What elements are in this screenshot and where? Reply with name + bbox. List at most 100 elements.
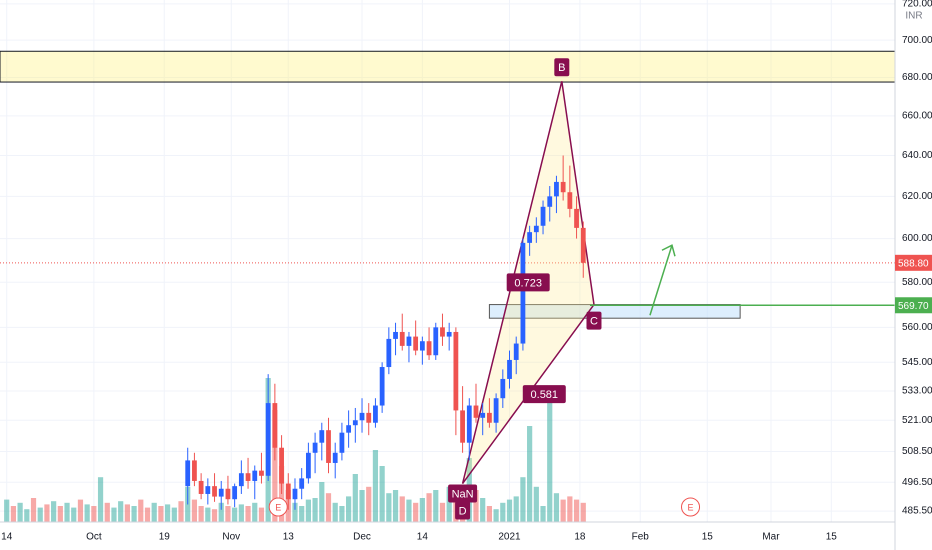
price-tag xyxy=(895,297,932,314)
candle-body xyxy=(560,181,566,193)
volume-bar xyxy=(30,498,37,522)
y-tick-label: 680.00 xyxy=(902,72,932,83)
volume-bar xyxy=(567,496,573,522)
volume-bar xyxy=(433,490,439,522)
volume-bar xyxy=(71,507,77,522)
candle-body xyxy=(440,327,445,337)
candle-body xyxy=(218,488,224,497)
candle-body xyxy=(359,412,365,421)
volume-bar xyxy=(272,410,278,522)
candle-body xyxy=(507,359,512,379)
volume-bar xyxy=(506,499,513,522)
pattern-point-label: B xyxy=(558,62,565,74)
arrow-head xyxy=(661,244,676,257)
volume-bar xyxy=(104,502,110,522)
volume-bar xyxy=(131,506,137,522)
candle-body xyxy=(453,331,459,411)
volume-bar xyxy=(211,509,218,522)
candle-body xyxy=(312,442,318,453)
x-tick-label: Feb xyxy=(632,532,650,543)
pattern-point-label-box xyxy=(554,58,570,77)
candle-body xyxy=(480,412,486,418)
candle-body xyxy=(533,225,539,233)
x-tick-label: 14 xyxy=(417,532,429,543)
x-tick-label: 2021 xyxy=(498,532,521,543)
volume-bar xyxy=(64,502,70,522)
arrow xyxy=(649,245,673,316)
volume-bar xyxy=(252,502,258,522)
candle-body xyxy=(305,452,311,479)
y-tick-label: 545.00 xyxy=(902,357,932,368)
candle-body xyxy=(493,398,499,423)
volume-bar xyxy=(547,402,553,522)
volume-bar xyxy=(232,507,238,522)
volume-bar xyxy=(245,506,251,522)
pattern-point-label-box xyxy=(586,311,602,330)
volume-bar xyxy=(553,493,560,522)
volume-bar xyxy=(118,501,124,522)
volume-bar xyxy=(4,499,10,522)
candle-body xyxy=(446,331,452,337)
volume-bar xyxy=(379,466,385,522)
volume-bar xyxy=(158,506,164,522)
ratio-label: 0.581 xyxy=(531,389,559,401)
volume-bar xyxy=(191,499,198,522)
candle-body xyxy=(466,405,472,443)
volume-bar xyxy=(37,507,43,522)
candle-body xyxy=(285,483,291,500)
candle-body xyxy=(554,181,559,197)
volume-bar xyxy=(24,509,30,522)
y-tick-label: 640.00 xyxy=(902,150,932,161)
candle-body xyxy=(500,378,506,399)
price-tag-label: 588.80 xyxy=(898,258,929,269)
volume-bar xyxy=(91,506,97,522)
candle-body xyxy=(192,460,197,481)
candle-body xyxy=(225,488,231,500)
x-tick-label: 15 xyxy=(826,532,838,543)
y-tick-label: 660.00 xyxy=(902,111,932,122)
volume-bar xyxy=(312,498,318,522)
candle-body xyxy=(406,336,412,346)
volume-bar xyxy=(359,490,365,522)
volume-bar xyxy=(111,507,117,522)
price-tag xyxy=(895,254,932,271)
candle-body xyxy=(473,405,479,418)
pattern-point-label: C xyxy=(590,315,598,327)
volume-bar xyxy=(399,496,405,522)
volume-bar xyxy=(138,499,144,522)
y-tick-label: 508.50 xyxy=(902,446,932,457)
candle-body xyxy=(319,430,325,443)
volume-bar xyxy=(144,507,151,522)
candle-body xyxy=(346,425,352,433)
volume-bar xyxy=(439,502,446,522)
candle-body xyxy=(567,192,573,209)
candle-body xyxy=(413,336,419,351)
event-label: E xyxy=(275,502,281,512)
x-tick-label: Mar xyxy=(762,532,780,543)
volume-bar xyxy=(372,450,379,522)
candle-body xyxy=(265,403,271,476)
candle-body xyxy=(238,473,244,487)
volume-bar xyxy=(299,506,305,522)
y-tick-label: 496.50 xyxy=(902,477,932,488)
x-tick-label: Nov xyxy=(222,532,240,543)
candle-body xyxy=(379,367,385,406)
pattern-point-label: D xyxy=(459,505,467,517)
volume-bar xyxy=(352,474,358,522)
candle-body xyxy=(339,432,345,453)
volume-bar xyxy=(165,504,171,522)
volume-bar xyxy=(205,507,211,522)
volume-bar xyxy=(513,496,519,522)
event-marker xyxy=(268,497,288,517)
y-tick-label: 485.50 xyxy=(902,506,932,517)
volume-bar xyxy=(17,502,23,522)
event-label: E xyxy=(688,502,694,512)
price-tag-label: 569.70 xyxy=(898,301,929,312)
y-tick-label: 600.00 xyxy=(902,233,932,244)
volume-bar xyxy=(218,502,224,522)
volume-bar xyxy=(419,498,425,522)
pattern-point-label-box xyxy=(448,484,478,503)
candle-body xyxy=(393,331,398,339)
candle-body xyxy=(373,405,378,423)
candle-body xyxy=(386,338,392,368)
